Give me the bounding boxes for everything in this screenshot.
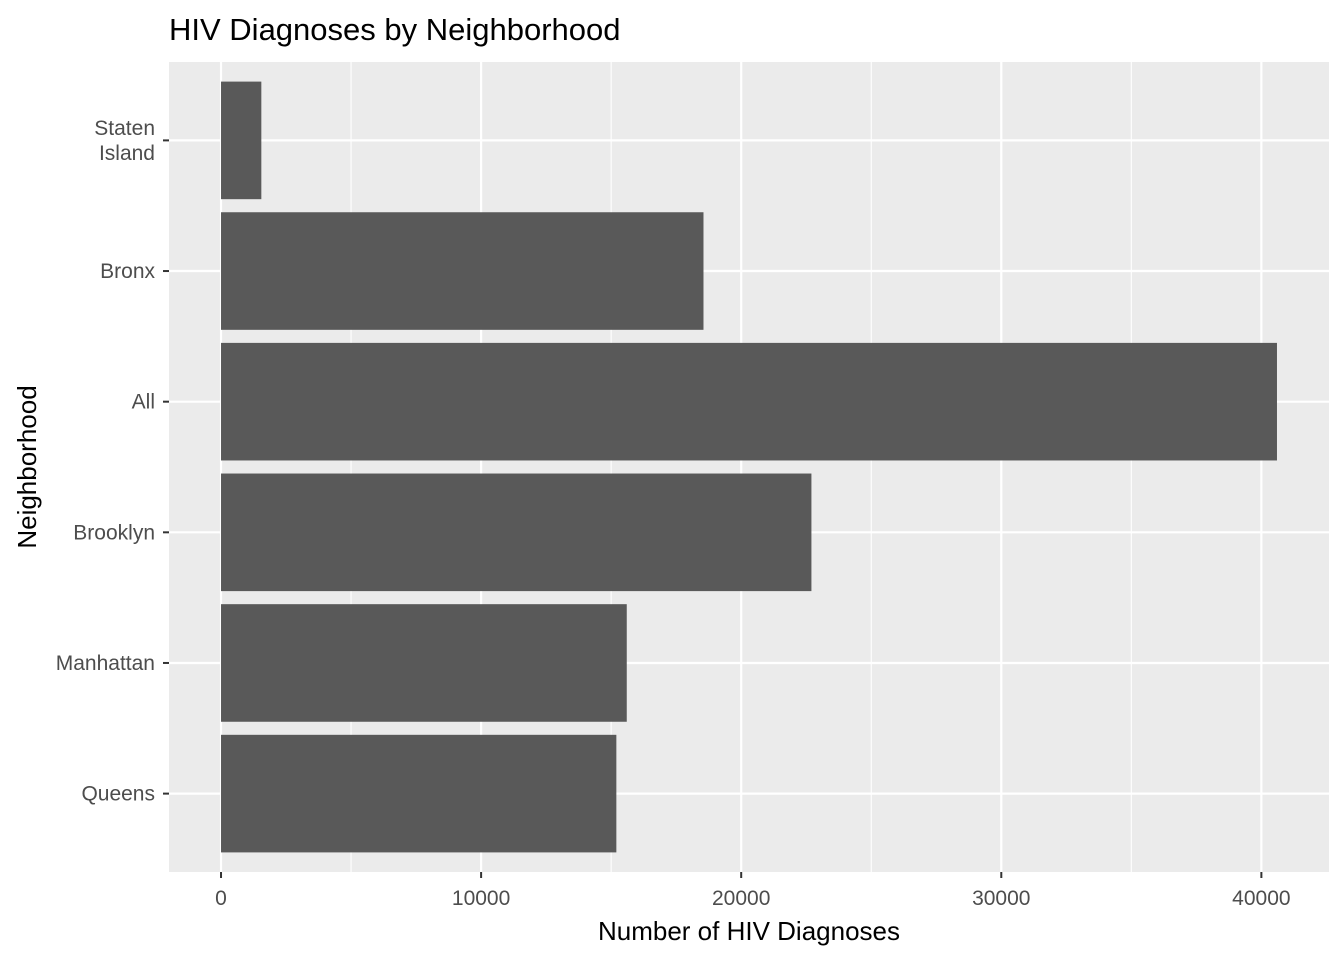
y-tick-label: Bronx: [100, 260, 155, 283]
y-tick-label: Staten Island: [94, 117, 155, 165]
x-tick-label: 40000: [1232, 887, 1290, 910]
bar-staten-island: [221, 81, 262, 200]
y-axis-title: Neighborhood: [12, 385, 42, 548]
x-axis-title: Number of HIV Diagnoses: [598, 916, 900, 946]
x-axis: 0 10000 20000 30000 40000: [215, 872, 1291, 910]
bar-bronx: [221, 212, 704, 330]
bar-all: [221, 342, 1277, 461]
y-tick-label: Manhattan: [56, 652, 155, 675]
y-tick-label: Queens: [81, 783, 155, 806]
x-tick-label: 30000: [972, 887, 1030, 910]
y-axis: Queens Manhattan Brooklyn All Bronx Staten Isl…: [56, 117, 169, 806]
bar-brooklyn: [221, 473, 812, 592]
y-tick-label: Brooklyn: [73, 521, 155, 544]
bar-manhattan: [221, 604, 627, 722]
x-tick-label: 10000: [452, 887, 510, 910]
chart-title: HIV Diagnoses by Neighborhood: [169, 12, 621, 47]
x-tick-label: 0: [215, 887, 227, 910]
x-tick-label: 20000: [712, 887, 770, 910]
y-tick-label: All: [132, 391, 155, 414]
bar-queens: [221, 734, 617, 853]
bars: [221, 81, 1277, 853]
